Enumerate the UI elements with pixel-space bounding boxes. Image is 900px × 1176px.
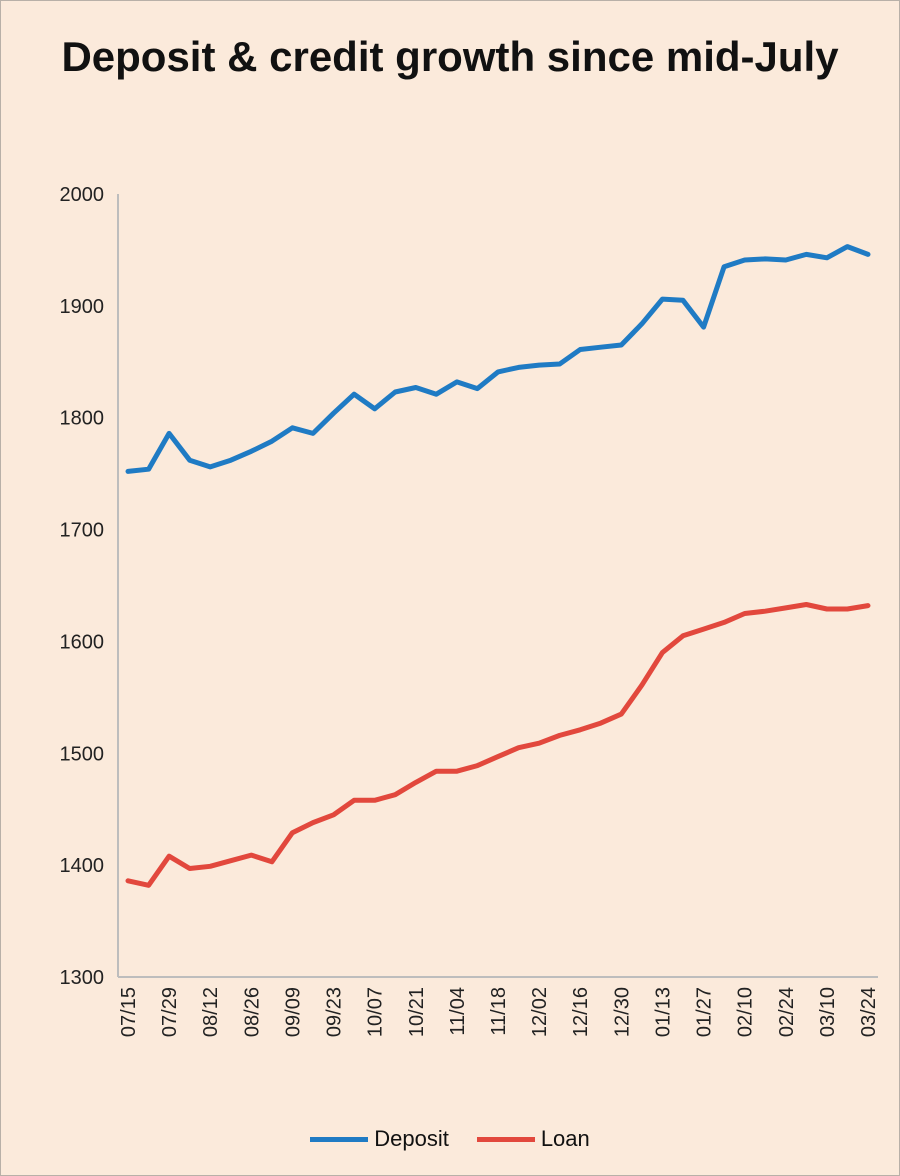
x-tick-label: 12/02 — [529, 987, 551, 1037]
x-tick-label: 09/23 — [324, 987, 346, 1037]
y-tick-label: 1400 — [60, 855, 105, 877]
y-tick-label: 1900 — [60, 296, 105, 318]
x-tick-label: 10/07 — [365, 987, 387, 1037]
x-axis-ticks: 07/15 07/29 08/12 08/26 09/09 09/23 10/07 10/21… — [118, 987, 880, 1037]
x-tick-label: 07/29 — [159, 987, 181, 1037]
x-tick-label: 08/26 — [241, 987, 263, 1037]
x-tick-label: 03/10 — [817, 987, 839, 1037]
axes — [117, 194, 878, 978]
x-tick-label: 09/09 — [282, 987, 304, 1037]
x-tick-label: 01/13 — [652, 987, 674, 1037]
y-tick-label: 2000 — [60, 184, 105, 206]
x-tick-label: 01/27 — [694, 987, 716, 1037]
legend-item-loan: Loan — [476, 1126, 590, 1152]
x-tick-label: 11/18 — [488, 987, 510, 1036]
x-tick-label: 02/10 — [735, 987, 757, 1037]
x-tick-label: 08/12 — [200, 987, 222, 1037]
legend-swatch-deposit — [310, 1136, 369, 1142]
y-tick-label: 1300 — [60, 967, 105, 989]
y-tick-label: 1500 — [60, 743, 105, 765]
y-axis-ticks: 1300 1400 1500 1600 1700 1800 1900 2000 — [60, 184, 105, 989]
x-tick-label: 12/30 — [611, 987, 633, 1037]
x-tick-label: 03/24 — [858, 987, 880, 1037]
legend-label-loan: Loan — [540, 1126, 590, 1151]
chart-title: Deposit & credit growth since mid-July — [61, 33, 839, 80]
legend-label-deposit: Deposit — [374, 1126, 449, 1151]
series-line-loan — [125, 602, 871, 888]
x-tick-label: 12/16 — [570, 987, 592, 1037]
y-tick-label: 1700 — [60, 520, 105, 542]
x-tick-label: 02/24 — [776, 987, 798, 1037]
x-tick-label: 11/04 — [447, 987, 469, 1036]
x-tick-label: 07/15 — [118, 987, 140, 1037]
legend-item-deposit: Deposit — [310, 1126, 449, 1152]
series-lines — [125, 244, 871, 888]
y-tick-label: 1800 — [60, 408, 105, 430]
legend-swatch-loan — [476, 1136, 535, 1142]
y-tick-label: 1600 — [60, 631, 105, 653]
series-line-deposit — [125, 244, 871, 474]
x-tick-label: 10/21 — [406, 987, 428, 1037]
legend: Deposit Loan — [0, 1126, 900, 1152]
